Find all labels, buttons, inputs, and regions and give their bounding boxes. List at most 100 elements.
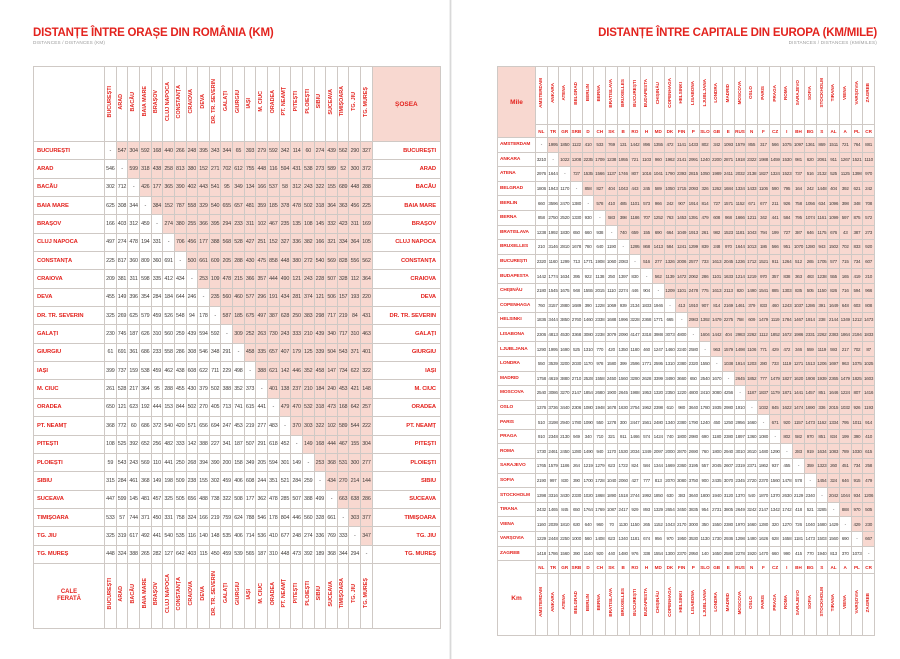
distance-cell: 105 (360, 232, 373, 253)
rotated-city-label: LONDRA (713, 592, 719, 613)
distance-cell: 1270 (780, 516, 794, 533)
distance-cell: 584 (780, 209, 794, 226)
distance-cell: 771 (757, 341, 770, 357)
distance-cell: 448 (348, 177, 362, 198)
distance-cell: 328 (313, 507, 327, 528)
rotated-city-label: BRAȘOV (153, 89, 160, 114)
distance-cell: 608 (185, 361, 199, 381)
distance-cell: 1433 (686, 137, 700, 153)
col-header-BAIA MARE: BAIA MARE (138, 66, 152, 142)
distance-cell: 1099 (827, 209, 840, 226)
distance-cell: 948 (570, 282, 583, 299)
distance-cell: 1897 (733, 428, 747, 445)
row-label-TIMIȘOARA: TIMIȘOARA (32, 507, 106, 528)
distance-cell: 1908 (803, 370, 817, 387)
distance-cell: 434 (325, 471, 338, 491)
distance-cell: 2147 (757, 501, 770, 518)
row-label-BRAȘOV: BRAȘOV (32, 214, 106, 234)
distance-cell: 421 (348, 379, 362, 399)
bottom-country-code-CR: CR (862, 560, 875, 575)
distance-cell: 814 (698, 195, 712, 211)
bottom-country-code-RUS: RUS (733, 560, 747, 575)
distance-cell: 814 (710, 297, 723, 314)
distance-cell: 243 (301, 177, 315, 198)
distance-cell: 1800 (698, 487, 712, 503)
distance-cell: 243 (301, 269, 315, 289)
distance-cell: 560 (220, 287, 234, 308)
distance-cell: 508 (232, 489, 245, 509)
distance-cell: 472 (780, 341, 794, 357)
distance-cell: 1016 (640, 166, 653, 182)
distance-cell: 2936 (722, 531, 735, 547)
distance-cell: 510 (535, 414, 548, 430)
distance-cell: 1579 (546, 458, 560, 474)
rotated-city-label: STOCKHOLM (818, 587, 824, 617)
distance-cell: 142 (278, 361, 292, 381)
distance-cell: 2744 (628, 487, 642, 503)
distance-cell: 2170 (675, 516, 688, 533)
distance-cell: 990 (780, 545, 794, 562)
distance-cell: 2417 (616, 501, 630, 518)
distance-cell: 1460 (663, 341, 677, 357)
country-code-CH: CH (593, 124, 607, 138)
distance-cell: 366 (197, 214, 210, 234)
distance-cell: 184 (162, 287, 175, 308)
distance-cell: 1478 (780, 472, 794, 489)
distance-cell: 395 (570, 268, 583, 284)
bottom-header-ATENA: ATENA (558, 573, 572, 637)
distance-cell: 264 (570, 458, 583, 474)
distance-cell: 2398 (651, 399, 665, 416)
diagonal-cell: - (733, 385, 747, 401)
distance-cell: 963 (710, 341, 723, 357)
rotated-city-label: GALAȚI (223, 91, 230, 112)
bottom-header-BACĂU: BACĂU (127, 562, 140, 629)
distance-cell: 546 (104, 159, 117, 179)
rotated-city-label: TIRANA (830, 593, 836, 611)
rotated-city-label: TIMIȘOARA (339, 86, 346, 117)
distance-cell: 277 (360, 452, 373, 473)
distance-cell: 547 (115, 140, 129, 161)
distance-cell: 1765 (535, 458, 548, 474)
distance-cell: 168 (313, 434, 327, 454)
distance-cell: 655 (220, 196, 234, 216)
distance-cell: 589 (336, 416, 350, 436)
distance-cell: 2628 (640, 370, 653, 387)
distance-cell: 592 (267, 140, 280, 161)
distance-cell: 1579 (733, 137, 747, 153)
distance-cell: 949 (570, 428, 583, 445)
distance-cell: 303 (301, 416, 315, 436)
distance-cell: 265 (803, 253, 817, 270)
distance-cell: 483 (267, 416, 280, 436)
distance-cell: 1962 (640, 399, 653, 416)
distance-cell: 324 (115, 544, 129, 564)
distance-cell: 712 (115, 177, 129, 198)
distance-cell: 1093 (722, 137, 735, 153)
distance-cell: 652 (138, 434, 152, 454)
distance-cell: 121 (290, 269, 303, 289)
distance-cell: 2138 (745, 166, 759, 182)
country-code-SK: SK (605, 124, 618, 138)
distance-cell: 970 (862, 166, 875, 182)
distance-cell: 322 (220, 489, 234, 509)
distance-cell: 240 (325, 379, 338, 399)
bottom-header-CONSTANȚA: CONSTANȚA (173, 562, 187, 629)
distance-cell: 2132 (815, 166, 829, 182)
distance-cell: 108 (104, 434, 117, 454)
distance-cell: 1240 (698, 414, 712, 430)
distance-cell: 579 (138, 306, 152, 326)
distance-cell: 3399 (651, 370, 665, 387)
distance-cell: 543 (336, 342, 350, 363)
distance-cell: 813 (827, 545, 840, 562)
distance-cell: 1181 (792, 531, 805, 547)
distance-cell: 1730 (535, 443, 548, 460)
distance-cell: 2450 (558, 443, 572, 460)
distance-cell: 1361 (803, 137, 817, 153)
distance-cell: 403 (115, 214, 129, 234)
distance-cell: 310 (348, 324, 362, 344)
distance-cell: 3596 (546, 195, 560, 211)
distance-cell: 740 (616, 224, 630, 241)
distance-cell: 304 (360, 434, 373, 454)
distance-cell: 1603 (862, 370, 875, 387)
distance-cell: 1228 (593, 297, 607, 314)
distance-cell: 165 (838, 268, 852, 284)
